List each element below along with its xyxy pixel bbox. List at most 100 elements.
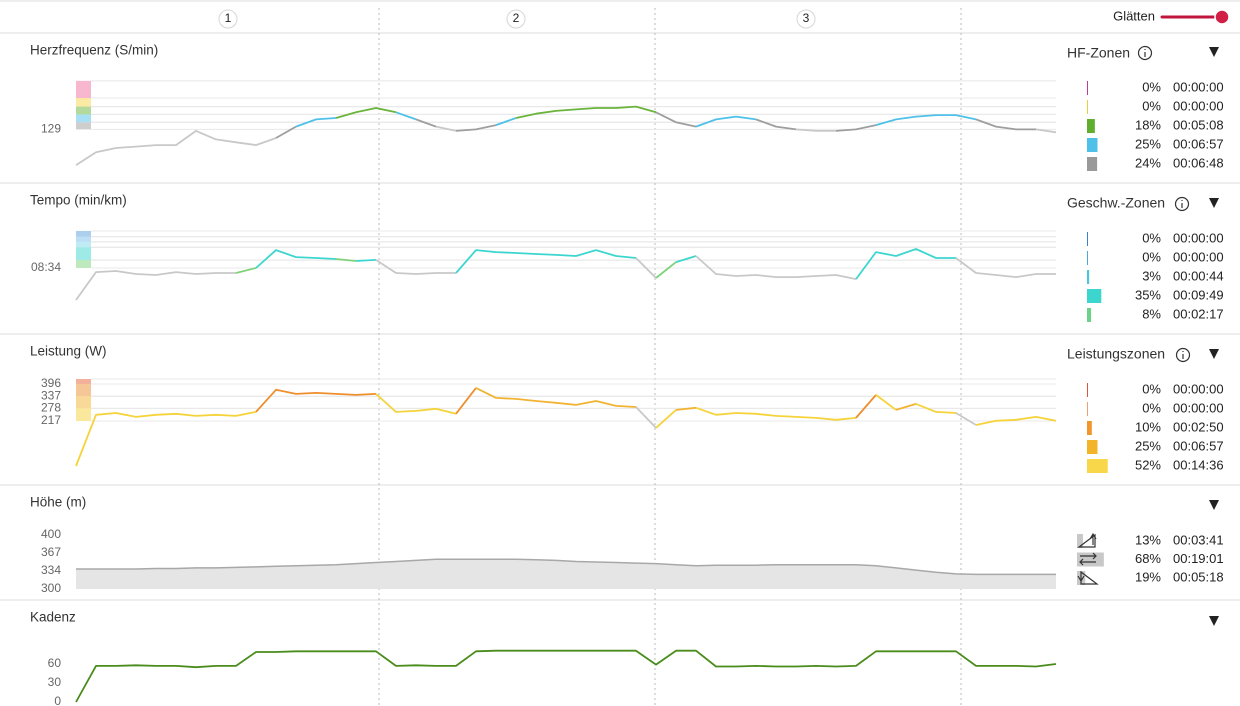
zone-time: 00:06:48	[1173, 155, 1224, 170]
zone-time: 00:14:36	[1173, 457, 1224, 472]
zone-percent: 0%	[1142, 381, 1161, 396]
zone-percent: 0%	[1142, 230, 1161, 245]
lap-label[interactable]: 1	[225, 11, 232, 25]
data-line	[875, 114, 977, 126]
lap-badge[interactable]	[218, 9, 238, 29]
data-line	[375, 393, 457, 415]
zone-band	[76, 122, 91, 130]
zone-percent: 35%	[1135, 287, 1161, 302]
data-line	[355, 259, 377, 262]
data-line	[695, 115, 757, 128]
lap-marker[interactable]: 1	[218, 9, 238, 29]
zone-time: 00:19:01	[1173, 551, 1224, 566]
y-tick-label: 278	[41, 401, 61, 415]
elevation-line	[76, 558, 1056, 576]
zone-percent: 52%	[1135, 457, 1161, 472]
collapse-toggle[interactable]	[1209, 500, 1219, 510]
zone-time: 00:00:00	[1173, 230, 1224, 245]
lap-label[interactable]: 3	[803, 11, 810, 25]
data-line	[635, 257, 657, 279]
zone-band	[76, 383, 91, 397]
zone-share	[1077, 534, 1083, 548]
data-line	[975, 118, 1036, 131]
zone-band	[76, 98, 91, 107]
zone-share	[1087, 251, 1088, 265]
data-line	[655, 111, 697, 128]
ascent-icon	[1077, 532, 1097, 548]
data-line	[75, 649, 1057, 703]
zone-band	[76, 408, 91, 422]
data-line	[495, 117, 517, 126]
data-line	[75, 411, 257, 467]
zone-time: 00:00:00	[1173, 79, 1224, 94]
data-line	[695, 406, 857, 421]
zone-band	[76, 260, 91, 268]
lap-badge[interactable]	[796, 9, 816, 29]
zone-share	[1087, 383, 1088, 397]
y-tick-label: 0	[54, 694, 61, 706]
data-line	[1035, 128, 1057, 134]
zone-panel-title: HF-Zonen	[1067, 45, 1130, 61]
zone-percent: 0%	[1142, 98, 1161, 113]
data-line	[695, 255, 857, 280]
data-line	[275, 125, 297, 139]
zone-share	[1087, 308, 1092, 322]
elevation-area	[76, 559, 1056, 589]
zone-percent: 0%	[1142, 249, 1161, 264]
data-line	[975, 416, 1057, 426]
data-line	[475, 387, 637, 408]
collapse-toggle[interactable]	[1209, 198, 1219, 208]
data-line	[915, 403, 957, 414]
zone-band	[76, 236, 91, 242]
toggle-knob[interactable]	[1214, 9, 1230, 25]
y-tick-label: 367	[41, 545, 61, 559]
zone-share	[1087, 81, 1088, 95]
data-line	[75, 270, 236, 301]
zone-percent: 3%	[1142, 268, 1161, 283]
data-line	[655, 261, 677, 279]
y-tick-label: 337	[41, 388, 61, 402]
zone-share	[1077, 552, 1104, 567]
y-tick-label: 60	[48, 656, 62, 670]
y-tick-label: 300	[41, 581, 61, 595]
elevation-icons	[1077, 532, 1099, 585]
zone-share	[1087, 138, 1098, 152]
y-tick-label: 30	[48, 675, 62, 689]
lap-badge[interactable]	[506, 9, 526, 29]
zone-share	[1087, 100, 1088, 114]
lap-marker[interactable]: 2	[506, 9, 526, 29]
info-icon[interactable]	[1175, 347, 1191, 363]
zone-band	[76, 396, 91, 409]
info-icon[interactable]	[1137, 45, 1153, 61]
y-tick-label: 129	[41, 122, 61, 136]
data-line	[295, 117, 337, 128]
data-line	[675, 406, 697, 411]
zone-percent: 10%	[1135, 419, 1161, 434]
collapse-toggle[interactable]	[1209, 47, 1219, 57]
data-line	[635, 406, 657, 429]
collapse-toggle[interactable]	[1209, 616, 1219, 626]
y-tick-label: 217	[41, 413, 61, 427]
zone-time: 00:09:49	[1173, 287, 1224, 302]
smoothing-toggle[interactable]	[1160, 9, 1230, 25]
data-line	[375, 259, 456, 275]
data-line	[335, 107, 397, 119]
data-line	[955, 412, 977, 426]
data-line	[455, 249, 637, 274]
zone-band	[76, 114, 91, 123]
zone-time: 00:03:41	[1173, 532, 1224, 547]
info-icon[interactable]	[1174, 196, 1190, 212]
y-tick-label: 396	[41, 376, 61, 390]
panel-title: Höhe (m)	[30, 495, 86, 510]
zone-time: 00:05:08	[1173, 117, 1224, 132]
collapse-toggle[interactable]	[1209, 349, 1219, 359]
descent-icon	[1077, 570, 1099, 585]
y-tick-label: 334	[41, 563, 61, 577]
panel-title: Tempo (min/km)	[30, 193, 127, 208]
zone-time: 00:02:50	[1173, 419, 1224, 434]
lap-label[interactable]: 2	[513, 11, 520, 25]
data-line	[835, 124, 877, 132]
lap-marker[interactable]: 3	[796, 9, 816, 29]
zone-time: 00:00:00	[1173, 249, 1224, 264]
